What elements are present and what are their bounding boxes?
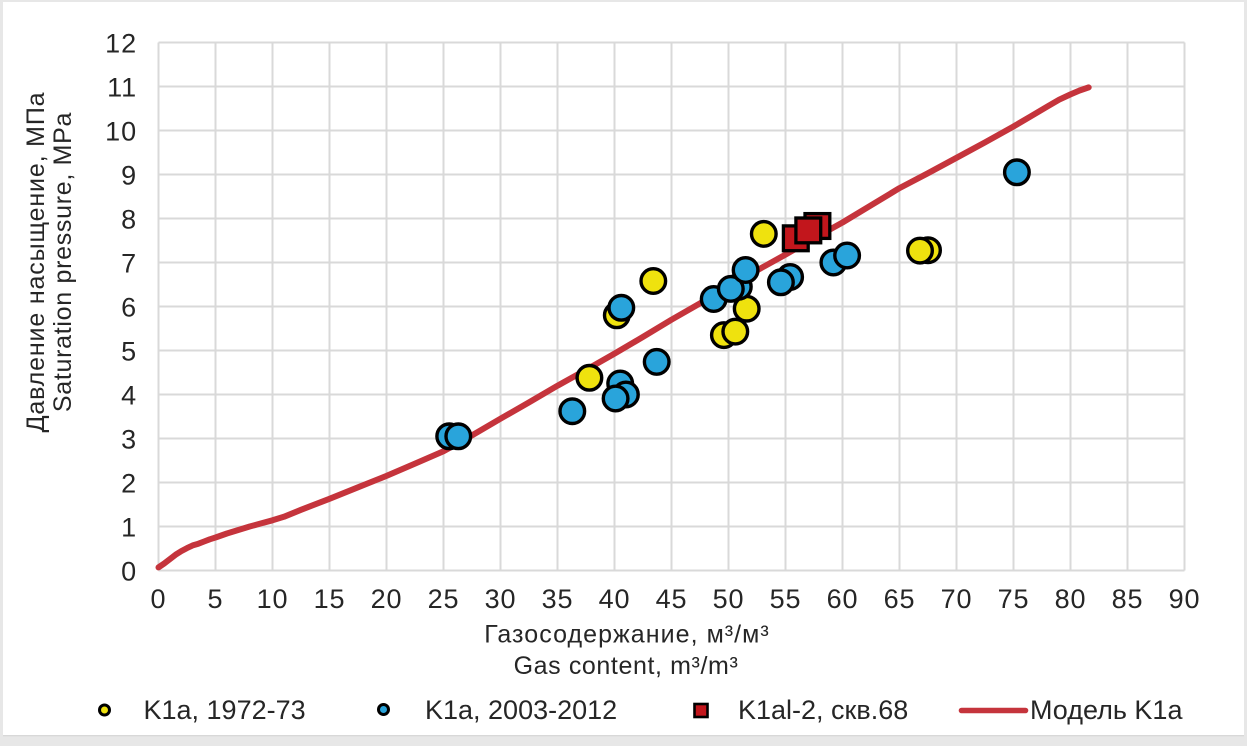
svg-text:50: 50 xyxy=(713,584,745,614)
svg-text:0: 0 xyxy=(121,556,137,586)
svg-text:K1al-2, скв.68: K1al-2, скв.68 xyxy=(738,695,908,725)
svg-text:20: 20 xyxy=(371,584,403,614)
svg-text:30: 30 xyxy=(485,584,517,614)
svg-text:7: 7 xyxy=(121,248,137,278)
svg-text:55: 55 xyxy=(770,584,802,614)
svg-text:2: 2 xyxy=(121,468,137,498)
svg-text:K1a, 1972-73: K1a, 1972-73 xyxy=(144,695,306,725)
svg-text:10: 10 xyxy=(105,116,137,146)
svg-text:65: 65 xyxy=(884,584,916,614)
svg-text:6: 6 xyxy=(121,292,137,322)
svg-text:12: 12 xyxy=(105,28,137,58)
svg-text:5: 5 xyxy=(208,584,224,614)
svg-text:80: 80 xyxy=(1055,584,1087,614)
svg-text:0: 0 xyxy=(151,584,167,614)
svg-text:4: 4 xyxy=(121,380,137,410)
svg-text:5: 5 xyxy=(121,336,137,366)
svg-text:Модель K1a: Модель K1a xyxy=(1030,695,1183,725)
svg-text:10: 10 xyxy=(257,584,289,614)
svg-text:Gas content, m³/m³: Gas content, m³/m³ xyxy=(514,652,739,680)
svg-text:15: 15 xyxy=(314,584,346,614)
svg-text:35: 35 xyxy=(542,584,574,614)
svg-text:40: 40 xyxy=(599,584,631,614)
svg-text:75: 75 xyxy=(998,584,1030,614)
svg-text:90: 90 xyxy=(1169,584,1201,614)
svg-text:Давление насыщение, МПа: Давление насыщение, МПа xyxy=(22,92,50,433)
svg-text:85: 85 xyxy=(1112,584,1144,614)
svg-text:8: 8 xyxy=(121,204,137,234)
svg-text:9: 9 xyxy=(121,160,137,190)
svg-text:45: 45 xyxy=(656,584,688,614)
svg-text:11: 11 xyxy=(107,72,137,102)
svg-text:Газосодержание, м³/м³: Газосодержание, м³/м³ xyxy=(484,620,770,648)
svg-text:K1a, 2003-2012: K1a, 2003-2012 xyxy=(425,695,617,725)
svg-text:Saturation pressure, MPa: Saturation pressure, MPa xyxy=(49,112,77,412)
svg-text:70: 70 xyxy=(941,584,973,614)
svg-text:25: 25 xyxy=(428,584,460,614)
svg-text:60: 60 xyxy=(827,584,859,614)
svg-text:3: 3 xyxy=(121,424,137,454)
svg-text:1: 1 xyxy=(121,512,137,542)
